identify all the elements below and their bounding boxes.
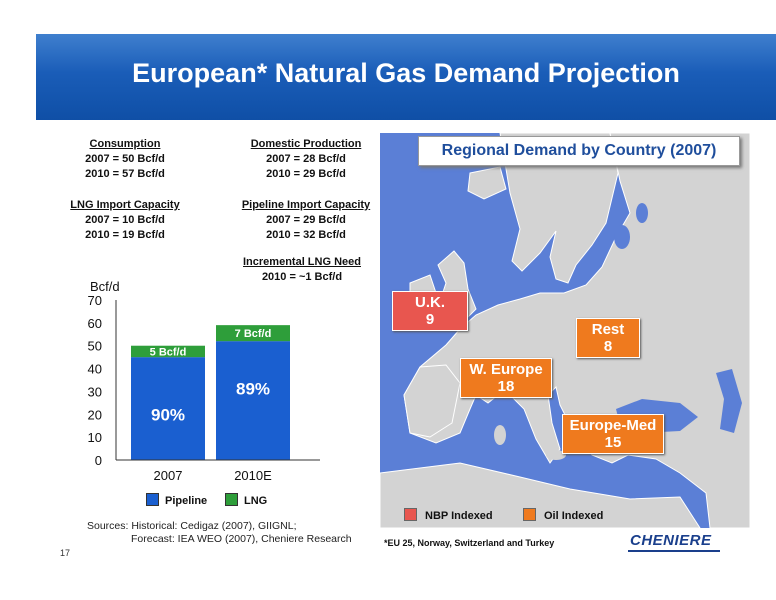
region-name: Rest: [591, 321, 625, 338]
stat-domestic-production: Domestic Production 2007 = 28 Bcf/d 2010…: [216, 137, 396, 182]
region-name: W. Europe: [469, 361, 543, 378]
region-rest: Rest 8: [576, 318, 640, 358]
stat-pipeline-capacity: Pipeline Import Capacity 2007 = 29 Bcf/d…: [216, 198, 396, 243]
bars: 90% 5 Bcf/d 89% 7 Bcf/d: [131, 325, 290, 460]
sources-line: Sources: Historical: Cedigaz (2007), GII…: [87, 520, 297, 532]
region-value: 8: [603, 338, 613, 355]
sources: Sources: Historical: Cedigaz (2007), GII…: [87, 520, 352, 546]
y-axis: 0 10 20 30 40 50 60 70: [88, 293, 117, 468]
stat-lng-capacity: LNG Import Capacity 2007 = 10 Bcf/d 2010…: [35, 198, 215, 243]
logo-underline: [628, 550, 720, 552]
legend-label: LNG: [244, 495, 268, 507]
stat-consumption: Consumption 2007 = 50 Bcf/d 2010 = 57 Bc…: [35, 137, 215, 182]
bar-pipeline-2010e: [216, 341, 290, 460]
bar-lng-2007: [131, 345, 205, 358]
y-tick-label: 10: [88, 430, 102, 445]
x-axis: 2007 2010E: [116, 459, 320, 483]
legend-lng: LNG: [225, 493, 267, 507]
region-value: 9: [425, 311, 435, 328]
land-north-africa: [380, 462, 701, 528]
stat-header: Domestic Production: [250, 138, 362, 150]
region-value: 18: [497, 378, 515, 395]
stat-line: 2007 = 28 Bcf/d: [266, 153, 346, 165]
map-title: Regional Demand by Country (2007): [418, 136, 740, 166]
stat-header: LNG Import Capacity: [70, 199, 180, 211]
x-tick-label: 2007: [154, 468, 183, 483]
caspian-sea: [716, 369, 742, 433]
bar-data-label: 90%: [151, 406, 185, 425]
region-europe-med: Europe-Med 15: [562, 414, 664, 454]
legend-label: Oil Indexed: [544, 510, 604, 522]
stat-line: 2010 = ~1 Bcf/d: [261, 271, 343, 283]
land-iberia: [403, 364, 461, 438]
y-tick-label: 40: [88, 362, 102, 377]
land-north: [467, 166, 507, 200]
island: [546, 450, 566, 460]
stat-line: 2010 = 19 Bcf/d: [85, 229, 165, 241]
y-tick-label: 50: [88, 339, 102, 354]
legend-swatch: [523, 508, 536, 521]
stat-header: Incremental LNG Need: [243, 256, 361, 268]
stat-line: 2007 = 50 Bcf/d: [85, 153, 165, 165]
bar-pipeline-2007: [131, 357, 205, 460]
y-axis-label: Bcf/d: [90, 279, 120, 294]
legend-swatch: [146, 493, 159, 506]
y-tick-label: 0: [95, 453, 102, 468]
region-name: Europe-Med: [569, 417, 657, 434]
stat-header: Pipeline Import Capacity: [241, 199, 371, 211]
region-value: 15: [604, 434, 622, 451]
footnote: *EU 25, Norway, Switzerland and Turkey: [384, 538, 555, 548]
page-title: European* Natural Gas Demand Projection: [132, 58, 680, 88]
stat-line: 2010 = 57 Bcf/d: [85, 168, 165, 180]
stat-line: 2010 = 29 Bcf/d: [266, 168, 346, 180]
y-tick-label: 20: [88, 407, 102, 422]
land-scandinavia: [499, 133, 619, 284]
bar-data-label: 7 Bcf/d: [235, 328, 272, 340]
legend-pipeline: Pipeline: [146, 493, 207, 507]
legend-swatch: [404, 508, 417, 521]
y-tick-label: 60: [88, 316, 102, 331]
stat-line: 2010 = 32 Bcf/d: [266, 229, 346, 241]
stat-incremental-lng: Incremental LNG Need 2010 = ~1 Bcf/d: [212, 255, 392, 285]
bar-lng-2010e: [216, 325, 290, 342]
demand-bar-chart: Bcf/d 0 10 20 30 40 50 60 70 90% 5 Bcf/d 89% 7 Bcf…: [88, 279, 320, 483]
lake: [636, 203, 648, 223]
y-tick-label: 70: [88, 293, 102, 308]
legend-swatch: [225, 493, 238, 506]
map-legend-nbp: NBP Indexed: [404, 508, 493, 522]
lake: [614, 225, 630, 249]
y-tick-label: 30: [88, 384, 102, 399]
cheniere-logo: CHENIERE: [630, 532, 712, 549]
stat-line: 2007 = 29 Bcf/d: [266, 214, 346, 226]
legend-label: NBP Indexed: [425, 510, 493, 522]
legend-label: Pipeline: [165, 495, 208, 507]
stat-line: 2007 = 10 Bcf/d: [85, 214, 165, 226]
bar-data-label: 5 Bcf/d: [150, 346, 187, 358]
bar-data-label: 89%: [236, 380, 270, 399]
stat-header: Consumption: [89, 138, 161, 150]
region-name: U.K.: [415, 294, 445, 311]
region-w-europe: W. Europe 18: [460, 358, 552, 398]
title-band: European* Natural Gas Demand Projection: [36, 34, 776, 120]
sources-line: Forecast: IEA WEO (2007), Cheniere Resea…: [131, 533, 352, 545]
region-uk: U.K. 9: [392, 291, 468, 331]
x-tick-label: 2010E: [234, 468, 272, 483]
map-legend-oil: Oil Indexed: [523, 508, 603, 522]
island: [494, 425, 506, 445]
page-number: 17: [60, 548, 71, 558]
